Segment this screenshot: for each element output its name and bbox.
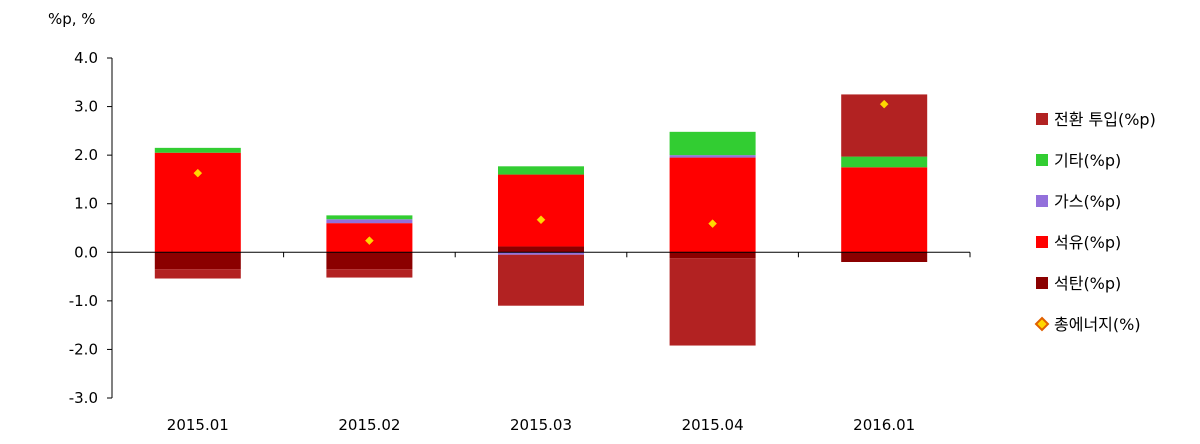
y-tick-label: 0.0 — [74, 243, 98, 261]
bar-segment-1-2015.03 — [498, 246, 584, 253]
bar-segment-2-2015.01 — [154, 152, 241, 253]
legend-diamond-icon — [1034, 316, 1050, 332]
bar-segment-5-2015.03 — [498, 254, 584, 306]
bar-segment-2-2015.04 — [669, 157, 756, 253]
legend-label: 가스(%p) — [1054, 192, 1121, 211]
bar-segment-1-2016.01 — [841, 252, 928, 262]
legend-swatch — [1036, 236, 1048, 248]
total-energy-marker-2015.01 — [193, 168, 203, 178]
total-energy-marker-2016.01 — [879, 99, 889, 109]
bar-segment-4-2015.02 — [326, 215, 413, 220]
y-tick-label: 3.0 — [74, 98, 98, 116]
total-energy-marker-2015.03 — [536, 215, 546, 225]
bar-segment-5-2015.01 — [154, 269, 241, 279]
y-tick-label: -1.0 — [69, 292, 98, 310]
x-category-label: 2015.03 — [510, 416, 572, 434]
x-category-label: 2015.01 — [167, 416, 229, 434]
legend-label: 전환 투입(%p) — [1054, 110, 1156, 129]
bar-segment-3-2015.03 — [498, 252, 584, 255]
bar-segment-1-2015.02 — [326, 252, 413, 270]
bar-segment-5-2015.02 — [326, 269, 413, 278]
y-tick-label: -3.0 — [69, 389, 98, 407]
y-tick-label: 4.0 — [74, 49, 98, 67]
axes-layer: 4.0 3.0 2.0 1.0 0.0 -1.0 -2.0 -3.0 2015.01 2015.0… — [69, 49, 971, 434]
total-energy-marker-2015.04 — [708, 219, 717, 228]
bar-segment-3-2015.02 — [326, 219, 413, 224]
legend-label: 석유(%p) — [1054, 233, 1121, 252]
bars-layer — [154, 94, 928, 346]
bar-segment-4-2015.01 — [154, 147, 241, 153]
legend-label: 석탄(%p) — [1054, 274, 1121, 293]
x-category-label: 2015.02 — [338, 416, 400, 434]
bar-segment-2-2015.03 — [498, 174, 584, 247]
y-tick-label: 1.0 — [74, 195, 98, 213]
bar-segment-4-2016.01 — [841, 156, 928, 168]
bar-segment-4-2015.04 — [669, 131, 756, 156]
legend-swatch — [1036, 154, 1048, 166]
markers-layer — [193, 99, 889, 245]
x-category-label: 2015.04 — [682, 416, 744, 434]
legend-label: 기타(%p) — [1054, 151, 1121, 170]
total-energy-marker-2015.02 — [365, 236, 374, 245]
bar-segment-2-2016.01 — [841, 167, 928, 253]
bar-segment-1-2015.01 — [154, 252, 241, 270]
legend-swatch — [1036, 113, 1048, 125]
bar-segment-5-2015.04 — [669, 258, 756, 346]
legend-swatch — [1036, 277, 1048, 289]
legend: 전환 투입(%p) 기타(%p) 가스(%p) 석유(%p) 석탄(%p) 총에너지(%) — [1034, 110, 1156, 334]
bar-segment-1-2015.04 — [669, 252, 756, 259]
y-unit-label: %p, % — [48, 10, 96, 28]
y-tick-label: -2.0 — [69, 340, 98, 358]
legend-swatch — [1036, 195, 1048, 207]
bar-segment-4-2015.03 — [498, 166, 584, 175]
x-category-label: 2016.01 — [853, 416, 915, 434]
bar-segment-3-2015.04 — [669, 155, 756, 158]
y-tick-label: 2.0 — [74, 146, 98, 164]
legend-label: 총에너지(%) — [1054, 315, 1141, 334]
